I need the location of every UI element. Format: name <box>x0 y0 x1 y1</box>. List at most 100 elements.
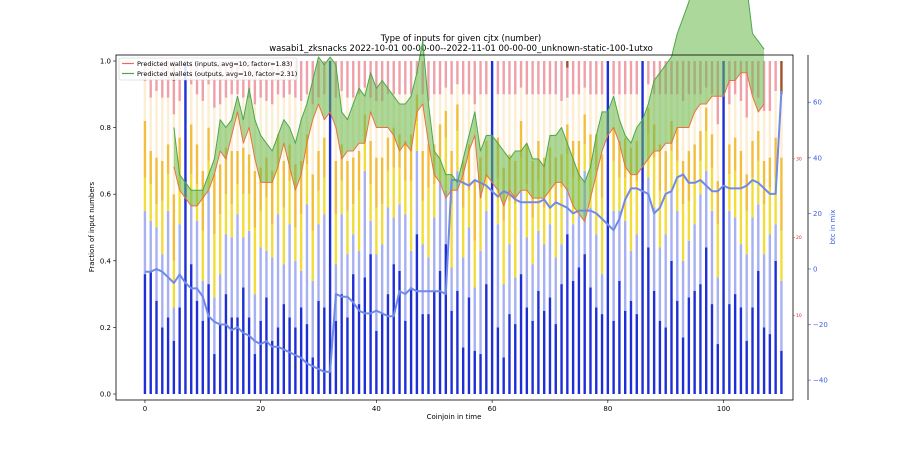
bar-segment <box>629 187 633 251</box>
bar-segment <box>571 224 575 281</box>
bar-segment <box>548 61 552 95</box>
bar-segment <box>247 317 251 394</box>
bar-segment <box>149 97 152 151</box>
bar-segment <box>311 230 314 281</box>
bar-segment <box>323 137 326 178</box>
bar-segment <box>334 264 338 321</box>
bar-segment <box>508 200 511 245</box>
bar-segment <box>525 307 529 394</box>
bar-segment <box>375 100 378 158</box>
bar-segment <box>699 94 702 131</box>
chart-title: Type of inputs for given cjtx (number) <box>380 34 542 44</box>
bar-segment <box>311 174 314 231</box>
bar-segment <box>612 210 615 321</box>
bar-segment <box>467 227 471 298</box>
bar-segment <box>155 227 158 301</box>
bar-segment <box>172 260 176 308</box>
bar-segment <box>496 177 500 225</box>
bar-segment <box>363 61 367 88</box>
bar-segment <box>311 104 314 175</box>
bar-segment <box>190 124 193 175</box>
bar-segment <box>774 177 777 225</box>
bar-segment <box>409 250 413 288</box>
bar-segment <box>427 187 430 258</box>
bar-segment <box>299 61 303 101</box>
bar-segment <box>681 100 685 161</box>
bar-segment <box>780 350 783 394</box>
bar-segment <box>629 250 633 301</box>
bar-segment <box>751 140 754 178</box>
bar-segment <box>693 144 696 181</box>
bar-segment <box>230 204 233 238</box>
bar-segment <box>583 87 586 115</box>
bar-segment <box>745 254 748 341</box>
bar-segment <box>380 100 384 158</box>
bar-segment <box>525 237 529 308</box>
bar-segment <box>352 157 355 205</box>
bar-segment <box>438 94 442 125</box>
bar-segment <box>525 61 529 95</box>
bar-segment <box>265 297 268 394</box>
bar-segment <box>201 170 204 231</box>
bar-segment <box>589 61 592 95</box>
bar-segment <box>635 314 638 394</box>
bar-segment <box>560 284 563 394</box>
bar-segment <box>392 61 395 95</box>
bar-segment <box>612 320 615 394</box>
bar-segment <box>253 227 257 295</box>
bar-segment <box>201 320 204 394</box>
bar-segment <box>415 150 419 235</box>
bar-segment <box>386 61 390 95</box>
bar-segment <box>305 134 309 165</box>
bar-segment <box>346 317 349 394</box>
bar-segment <box>473 104 476 181</box>
bar-segment <box>537 180 540 231</box>
bar-segment <box>514 94 517 161</box>
bar-segment <box>670 260 673 394</box>
bar-segment <box>450 310 453 394</box>
bar-segment <box>427 257 430 315</box>
bar-segment <box>386 137 390 171</box>
bar-segment <box>224 147 228 195</box>
bar-segment <box>369 140 372 185</box>
bar-segment <box>537 230 540 291</box>
bar-segment <box>739 307 743 394</box>
bar-segment <box>357 250 361 305</box>
y2-tick-label: 60 <box>813 99 822 107</box>
bar-segment <box>485 210 488 285</box>
bar-segment <box>739 187 743 245</box>
bar-segment <box>566 97 569 125</box>
bar-segment <box>537 290 540 394</box>
bar-segment <box>236 150 239 185</box>
bar-segment <box>247 154 251 195</box>
y2-tick-label: 40 <box>813 154 822 162</box>
bar-segment <box>757 204 760 271</box>
bar-segment <box>542 61 546 95</box>
bar-segment <box>554 61 557 95</box>
bar-segment <box>323 177 326 215</box>
bar-segment <box>323 214 326 308</box>
bar-segment <box>635 61 638 95</box>
bar-segment <box>699 130 702 161</box>
y2-tick-label: 0 <box>813 265 817 273</box>
bar-segment <box>230 237 233 318</box>
bar-segment <box>710 134 714 168</box>
bar-segment <box>600 274 604 315</box>
bar-segment <box>652 157 656 208</box>
bar-segment <box>398 61 401 95</box>
bar-segment <box>421 200 424 245</box>
bar-segment <box>190 204 193 265</box>
bar-segment <box>346 61 349 98</box>
bar-segment <box>733 137 737 171</box>
bar-segment <box>166 144 170 175</box>
bar-segment <box>398 204 401 271</box>
bar-segment <box>508 314 511 394</box>
bar-segment <box>496 224 500 328</box>
bar-segment <box>762 160 766 205</box>
bar-segment <box>502 61 505 95</box>
bar-segment <box>618 94 621 141</box>
bar-segment <box>676 160 679 211</box>
bar-segment <box>294 227 297 261</box>
bar-segment <box>143 210 147 275</box>
bar-segment <box>739 61 743 101</box>
